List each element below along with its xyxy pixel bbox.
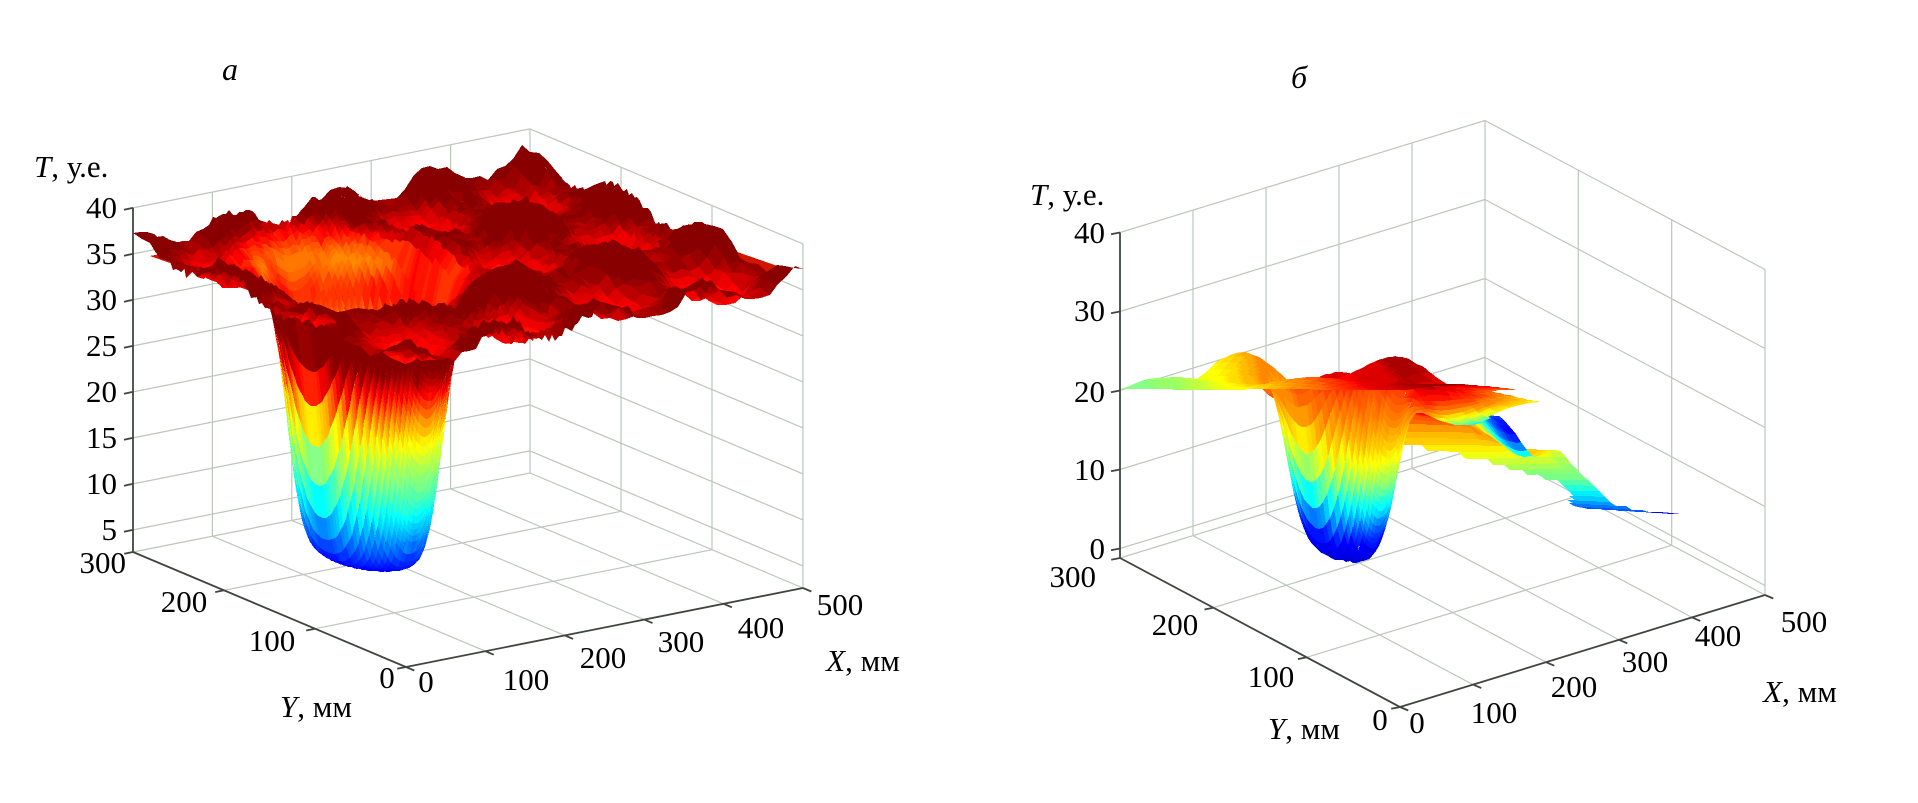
- svg-text:25: 25: [86, 328, 117, 363]
- svg-text:200: 200: [1551, 669, 1598, 704]
- svg-text:300: 300: [1622, 644, 1669, 679]
- svg-text:а: а: [222, 51, 238, 87]
- svg-text:0: 0: [418, 664, 434, 699]
- svg-text:40: 40: [1074, 215, 1105, 250]
- svg-text:0: 0: [379, 660, 395, 695]
- svg-text:500: 500: [1781, 604, 1828, 639]
- svg-text:10: 10: [1074, 452, 1105, 487]
- svg-text:20: 20: [1074, 374, 1105, 409]
- svg-text:100: 100: [1471, 695, 1518, 730]
- svg-text:40: 40: [86, 190, 117, 225]
- svg-text:300: 300: [1050, 559, 1097, 594]
- svg-text:20: 20: [86, 374, 117, 409]
- svg-text:X, мм: X, мм: [1761, 674, 1837, 709]
- svg-text:Y, мм: Y, мм: [280, 689, 352, 724]
- svg-text:100: 100: [503, 662, 550, 697]
- svg-text:100: 100: [1248, 659, 1295, 694]
- svg-text:0: 0: [1372, 702, 1388, 737]
- svg-text:30: 30: [1074, 293, 1105, 328]
- svg-text:0: 0: [1409, 705, 1425, 740]
- svg-text:T, у.е.: T, у.е.: [1030, 177, 1104, 212]
- svg-text:300: 300: [658, 624, 705, 659]
- svg-text:500: 500: [817, 587, 864, 622]
- svg-text:400: 400: [1695, 618, 1742, 653]
- svg-text:б: б: [1291, 59, 1308, 95]
- svg-text:10: 10: [86, 466, 117, 501]
- svg-text:30: 30: [86, 282, 117, 317]
- svg-text:Y, мм: Y, мм: [1268, 711, 1340, 746]
- svg-text:200: 200: [1152, 607, 1199, 642]
- svg-text:15: 15: [86, 420, 117, 455]
- svg-text:200: 200: [161, 584, 208, 619]
- svg-text:5: 5: [102, 512, 118, 547]
- svg-text:35: 35: [86, 236, 117, 271]
- svg-text:100: 100: [249, 623, 296, 658]
- svg-text:T, у.е.: T, у.е.: [34, 149, 108, 184]
- svg-text:200: 200: [580, 640, 627, 675]
- svg-text:X, мм: X, мм: [824, 643, 900, 678]
- svg-text:300: 300: [80, 545, 127, 580]
- svg-text:0: 0: [1090, 531, 1106, 566]
- svg-text:400: 400: [738, 610, 785, 645]
